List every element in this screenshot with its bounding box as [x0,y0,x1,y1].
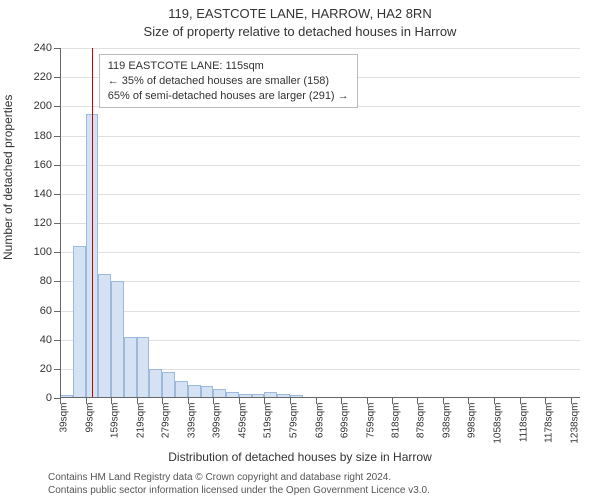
x-tick [188,398,189,404]
grid-line [60,48,580,49]
y-tick [54,223,60,224]
y-tick-label: 220 [22,71,52,83]
y-tick [54,106,60,107]
x-tick-label: 279sqm [161,403,172,439]
x-tick [213,398,214,404]
y-tick-label: 0 [22,392,52,404]
grid-line [60,223,580,224]
x-tick-label: 1178sqm [544,403,555,443]
y-tick-label: 160 [22,159,52,171]
y-tick [54,252,60,253]
attribution-line1: Contains HM Land Registry data © Crown c… [48,472,430,485]
y-tick [54,311,60,312]
annotation-line: ← 35% of detached houses are smaller (15… [108,74,349,89]
histogram-bar [137,337,150,398]
y-tick [54,369,60,370]
x-tick [137,398,138,404]
x-tick [468,398,469,404]
x-tick-label: 219sqm [135,403,146,439]
chart-container: 119, EASTCOTE LANE, HARROW, HA2 8RN Size… [0,0,600,500]
annotation-box: 119 EASTCOTE LANE: 115sqm← 35% of detach… [99,54,358,109]
x-tick [443,398,444,404]
x-tick-label: 998sqm [467,403,478,439]
x-tick [545,398,546,404]
y-tick-label: 240 [22,42,52,54]
x-tick [290,398,291,404]
x-tick-label: 579sqm [288,403,299,439]
x-tick-label: 339sqm [186,403,197,439]
y-tick-label: 120 [22,217,52,229]
y-tick-label: 140 [22,188,52,200]
annotation-line: 65% of semi-detached houses are larger (… [108,89,349,104]
x-tick-label: 639sqm [314,403,325,439]
grid-line [60,136,580,137]
y-tick [54,136,60,137]
x-tick [571,398,572,404]
y-tick-label: 180 [22,130,52,142]
x-tick [367,398,368,404]
y-tick [54,281,60,282]
grid-line [60,281,580,282]
plot-area: 02040608010012014016018020022024039sqm99… [60,48,580,398]
x-tick-label: 459sqm [237,403,248,439]
x-tick [341,398,342,404]
chart-title-sub: Size of property relative to detached ho… [0,24,600,39]
chart-title-main: 119, EASTCOTE LANE, HARROW, HA2 8RN [0,6,600,21]
x-tick-label: 878sqm [416,403,427,439]
x-tick-label: 1238sqm [569,403,580,444]
y-tick-label: 20 [22,363,52,375]
x-axis-label: Distribution of detached houses by size … [0,450,600,464]
x-axis-line [60,397,580,398]
x-tick [316,398,317,404]
x-tick-label: 519sqm [263,403,274,439]
y-tick-label: 100 [22,246,52,258]
y-axis-label: Number of detached properties [1,240,15,260]
y-tick [54,48,60,49]
grid-line [60,165,580,166]
x-tick [417,398,418,404]
y-tick-label: 60 [22,305,52,317]
x-tick [264,398,265,404]
attribution: Contains HM Land Registry data © Crown c… [48,472,430,497]
x-tick [86,398,87,404]
histogram-bar [162,372,175,398]
histogram-bar [124,337,137,398]
annotation-line: 119 EASTCOTE LANE: 115sqm [108,59,349,74]
y-tick [54,340,60,341]
y-tick [54,77,60,78]
histogram-bar [98,274,111,398]
x-tick-label: 159sqm [110,403,121,439]
x-tick [111,398,112,404]
x-tick-label: 818sqm [390,403,401,439]
x-tick [494,398,495,404]
x-tick-label: 759sqm [365,403,376,439]
y-axis-line [60,48,61,398]
attribution-line2: Contains public sector information licen… [48,485,430,498]
x-tick [239,398,240,404]
y-tick-label: 40 [22,334,52,346]
grid-line [60,311,580,312]
histogram-bar [111,281,124,398]
x-tick-label: 39sqm [59,403,70,433]
grid-line [60,252,580,253]
x-tick-label: 99sqm [84,403,95,433]
x-tick [520,398,521,404]
histogram-bar [149,369,162,398]
y-tick-label: 200 [22,100,52,112]
x-tick-label: 1058sqm [492,403,503,444]
histogram-bar [73,246,86,398]
grid-line [60,194,580,195]
x-tick-label: 938sqm [441,403,452,439]
histogram-bar [175,381,188,399]
x-tick [60,398,61,404]
x-tick-label: 1118sqm [518,403,529,443]
x-tick [392,398,393,404]
reference-line [92,48,93,398]
x-tick-label: 399sqm [212,403,223,439]
y-tick [54,165,60,166]
x-tick-label: 699sqm [340,403,351,439]
x-tick [162,398,163,404]
y-tick-label: 80 [22,275,52,287]
y-tick [54,194,60,195]
